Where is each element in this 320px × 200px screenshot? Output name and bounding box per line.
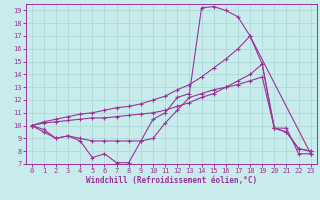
X-axis label: Windchill (Refroidissement éolien,°C): Windchill (Refroidissement éolien,°C): [86, 176, 257, 185]
